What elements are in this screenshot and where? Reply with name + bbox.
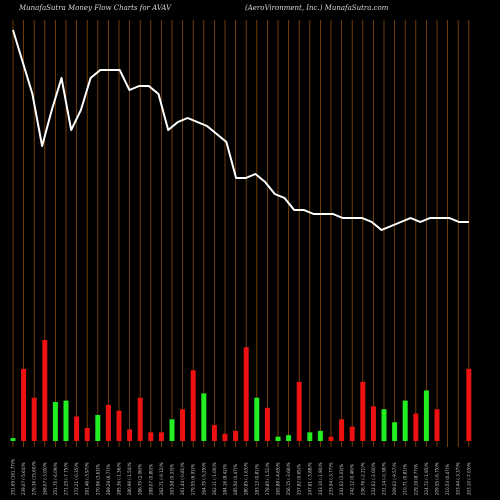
x-tick-label: 268.07 (-3.00)% (42, 462, 47, 495)
volume-bar (434, 409, 440, 441)
x-tick-label: 261.46 (-3.97)% (85, 462, 90, 495)
volume-bar (84, 428, 90, 441)
volume-bar (370, 406, 376, 441)
volume-bar (328, 436, 334, 441)
x-tick-label: 203.10 (-7.03)% (466, 462, 471, 495)
x-tick-label: 231.14 (-0.38)% (382, 462, 387, 495)
volume-bar (466, 368, 472, 441)
volume-bar (148, 432, 154, 441)
x-tick-label: 236.76 (-2.21)% (360, 462, 365, 495)
volume-bar (339, 419, 345, 441)
volume-bar (190, 370, 196, 441)
x-tick-label: 270.96 (3.63)% (95, 464, 100, 495)
x-tick-label: 261.44 (-0.81)% (180, 462, 185, 495)
volume-bar (275, 436, 281, 441)
x-tick-label: 247.81 (-3.88)% (307, 462, 312, 495)
x-tick-label: 263.58 (0.33)% (170, 464, 175, 495)
volume-bar (127, 429, 133, 441)
volume-bar (63, 400, 69, 441)
x-tick-label: 272.21 (-0.35)% (74, 462, 79, 495)
volume-bar (222, 433, 228, 441)
x-tick-label: 242.12 (0.46)% (350, 464, 355, 495)
volume-bar (105, 404, 111, 441)
money-flow-line (12, 29, 469, 231)
volume-bar (264, 407, 270, 441)
x-tick-label: 210.53 (0.47)% (445, 464, 450, 495)
volume-bar (349, 426, 355, 441)
x-tick-label: 285.50 (0.47)% (233, 464, 238, 495)
volume-bar (211, 425, 217, 441)
x-tick-label: 284.16 (8.42)% (223, 464, 228, 495)
volume-bar (286, 435, 292, 441)
chart-header-left: MunafaSutra Money Flow Charts for AVAV (19, 4, 172, 12)
x-tick-label: 251.75 (-6.09)% (53, 462, 58, 495)
volume-bar (10, 438, 16, 441)
volume-bar (392, 422, 398, 441)
volume-bar (201, 393, 207, 441)
volume-bar (42, 340, 48, 441)
x-tick-label: 271.25 (-7.75)% (64, 462, 69, 495)
volume-bar (254, 397, 260, 441)
volume-bar (233, 430, 239, 441)
volume-bar (360, 381, 366, 441)
chart-header-right: (AeroVironment, Inc.) MunafaSutra.com (245, 4, 389, 12)
volume-bar (180, 409, 186, 441)
volume-bar (296, 381, 302, 441)
x-tick-label: 229.19 (8.77)% (413, 464, 418, 495)
x-tick-label: 209.55 (-6.75)% (435, 462, 440, 495)
grid-lines (12, 20, 470, 447)
x-tick-label: 262.11 (-1.00)% (212, 462, 217, 495)
volume-bar (137, 397, 143, 441)
x-tick-label: 285.36 (-1.36)% (117, 462, 122, 495)
volume-bar (74, 416, 80, 441)
volume-bar (381, 409, 387, 441)
volume-bar (169, 419, 175, 441)
x-tick-label: 280.96 (-1.54)% (127, 462, 132, 495)
x-tick-label: 210.71 (0.81)% (403, 464, 408, 495)
volume-bar (31, 397, 37, 441)
x-tick-label: 239.07 (-5.64)% (21, 462, 26, 495)
x-tick-label: 256.15 (-3.66)% (286, 462, 291, 495)
volume-bar (52, 402, 58, 441)
volume-bar (307, 432, 313, 441)
x-tick-label: 233.94 (-3.77)% (329, 462, 334, 495)
volume-bar (423, 390, 429, 441)
x-tick-label: 232.02 (-2.00)% (371, 462, 376, 495)
x-tick-label: 241.02 (3.03)% (339, 464, 344, 495)
x-tick-label: 265.88 (-4.65)% (276, 462, 281, 495)
x-tick-label: 257.82 (0.65)% (297, 464, 302, 495)
x-tick-label: 264.75 (-5.29)% (201, 462, 206, 495)
x-tick-label: 289.29 (6.77)% (106, 464, 111, 495)
x-tick-label: 283.13 (0.81)% (254, 464, 259, 495)
volume-bar (116, 410, 122, 441)
x-tick-label: 286.75 (2.06)% (138, 464, 143, 495)
x-tick-label: 251.69 (161.77)% (11, 459, 16, 495)
volume-bar (413, 413, 419, 441)
volume-bar (402, 400, 408, 441)
x-tick-labels: 251.69 (161.77)% 239.07 (-5.64)% 276.36 (1… (11, 459, 472, 495)
x-tick-label: 279.55 (6.93)% (191, 464, 196, 495)
volume-bars (10, 340, 472, 441)
money-flow-line-group (12, 29, 469, 231)
x-tick-label: 209.02 (-9.57)% (392, 462, 397, 495)
volume-bar (158, 432, 164, 441)
volume-bar (21, 368, 27, 441)
x-tick-label: 262.71 (-9.12)% (159, 462, 164, 495)
x-tick-label: 203.44 (-3.37)% (456, 462, 461, 495)
x-tick-label: 243.10 (-1.90)% (318, 462, 323, 495)
volume-bar (95, 415, 101, 441)
x-tick-label: 276.36 (15.60)% (32, 461, 37, 495)
x-tick-label: 280.85 (-1.63)% (244, 462, 249, 495)
x-tick-label: 224.72 (-1.95)% (424, 462, 429, 495)
x-tick-label: 289.07 (0.80)% (148, 464, 153, 495)
volume-bar (243, 347, 249, 441)
x-tick-label: 278.85 (-1.51)% (265, 462, 270, 495)
volume-bar (317, 430, 323, 441)
